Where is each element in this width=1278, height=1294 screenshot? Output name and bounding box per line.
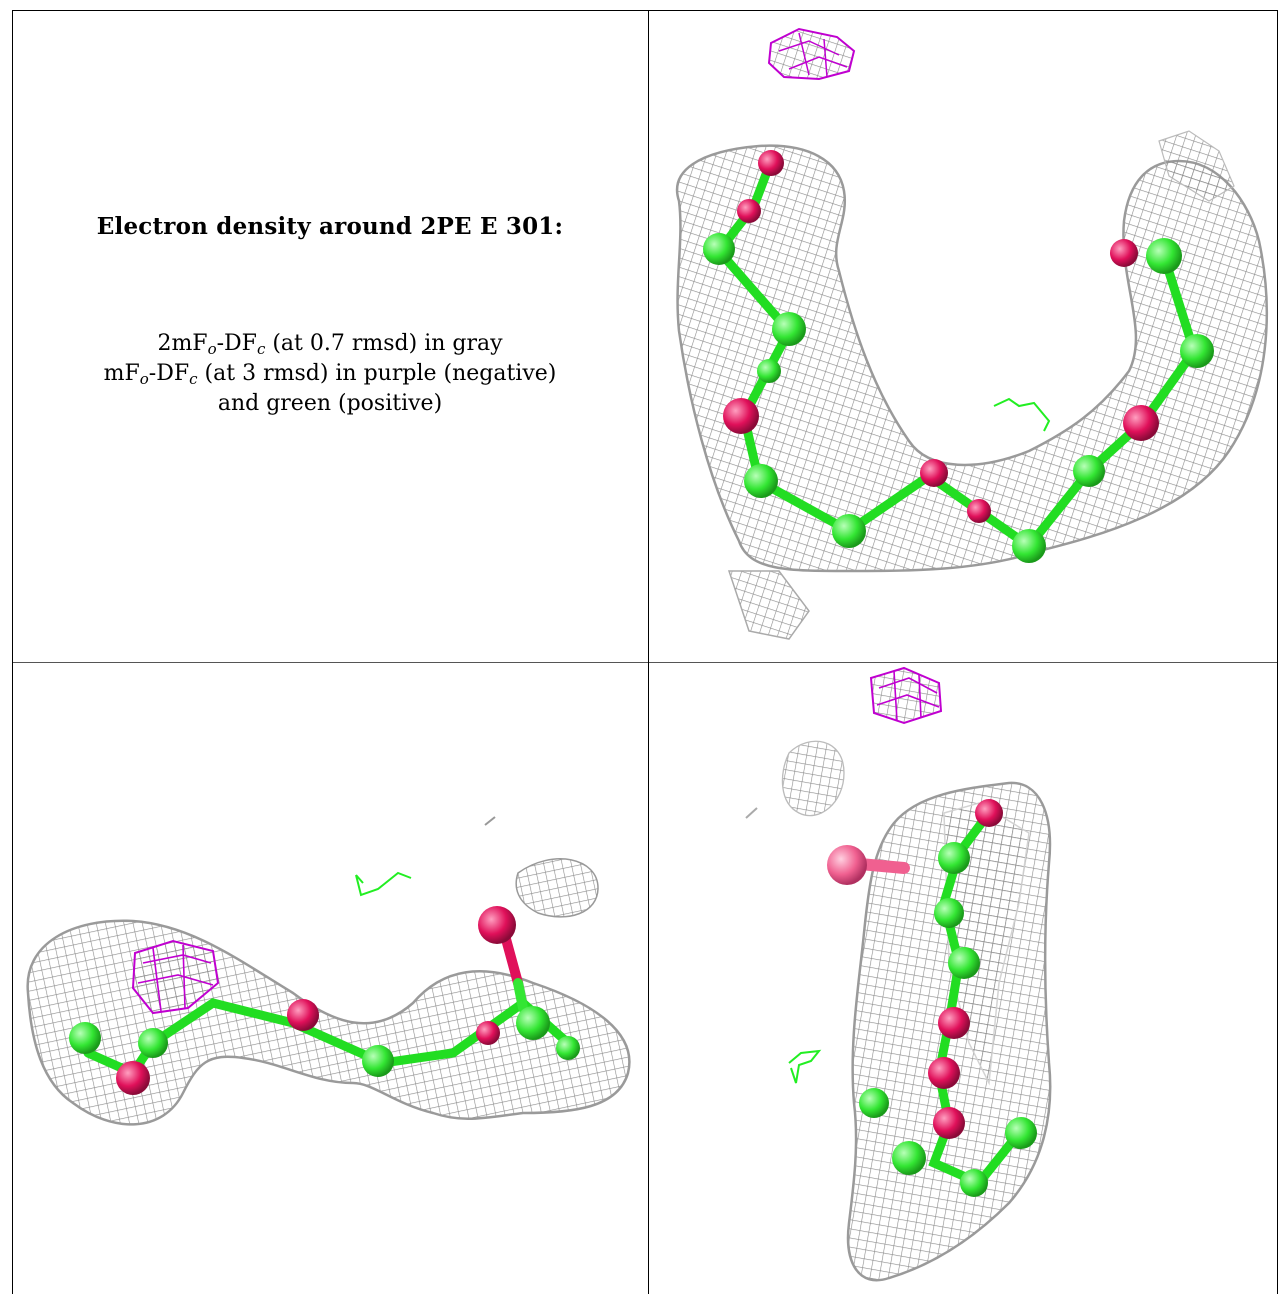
ligand-atoms (703, 150, 1214, 563)
view-bottom-left (13, 663, 648, 1294)
legend-line-colors: and green (positive) (217, 391, 443, 416)
gray-density-mesh (676, 130, 1269, 640)
table-center-rule (648, 10, 649, 1294)
view-bottom-right (649, 663, 1277, 1294)
positive-density-fragment (355, 871, 412, 897)
positive-density-fragment (993, 397, 1051, 432)
legend-line-2mfo: 2mFo-DFc (at 0.7 rmsd) in gray (157, 331, 503, 358)
table-top-rule (12, 10, 1278, 11)
negative-density-blob (869, 666, 943, 725)
positive-density-fragment (788, 1049, 822, 1084)
legend-description: 2mFo-DFc (at 0.7 rmsd) in gray mFo-DFc (… (12, 329, 648, 419)
table-middle-rule (12, 662, 1278, 663)
legend-line-mfo: mFo-DFc (at 3 rmsd) in purple (negative) (103, 361, 557, 388)
table-left-rule (12, 10, 13, 1294)
legend-title: Electron density around 2PE E 301: (96, 213, 564, 240)
ligand-atoms (827, 799, 1037, 1197)
legend-cell: Electron density around 2PE E 301: 2mFo-… (12, 11, 648, 661)
negative-density-blob (767, 27, 856, 81)
ligand-atoms (69, 906, 580, 1095)
negative-density-blob (131, 939, 220, 1015)
gray-density-mesh (745, 740, 1052, 1282)
view-top-right (649, 11, 1277, 662)
